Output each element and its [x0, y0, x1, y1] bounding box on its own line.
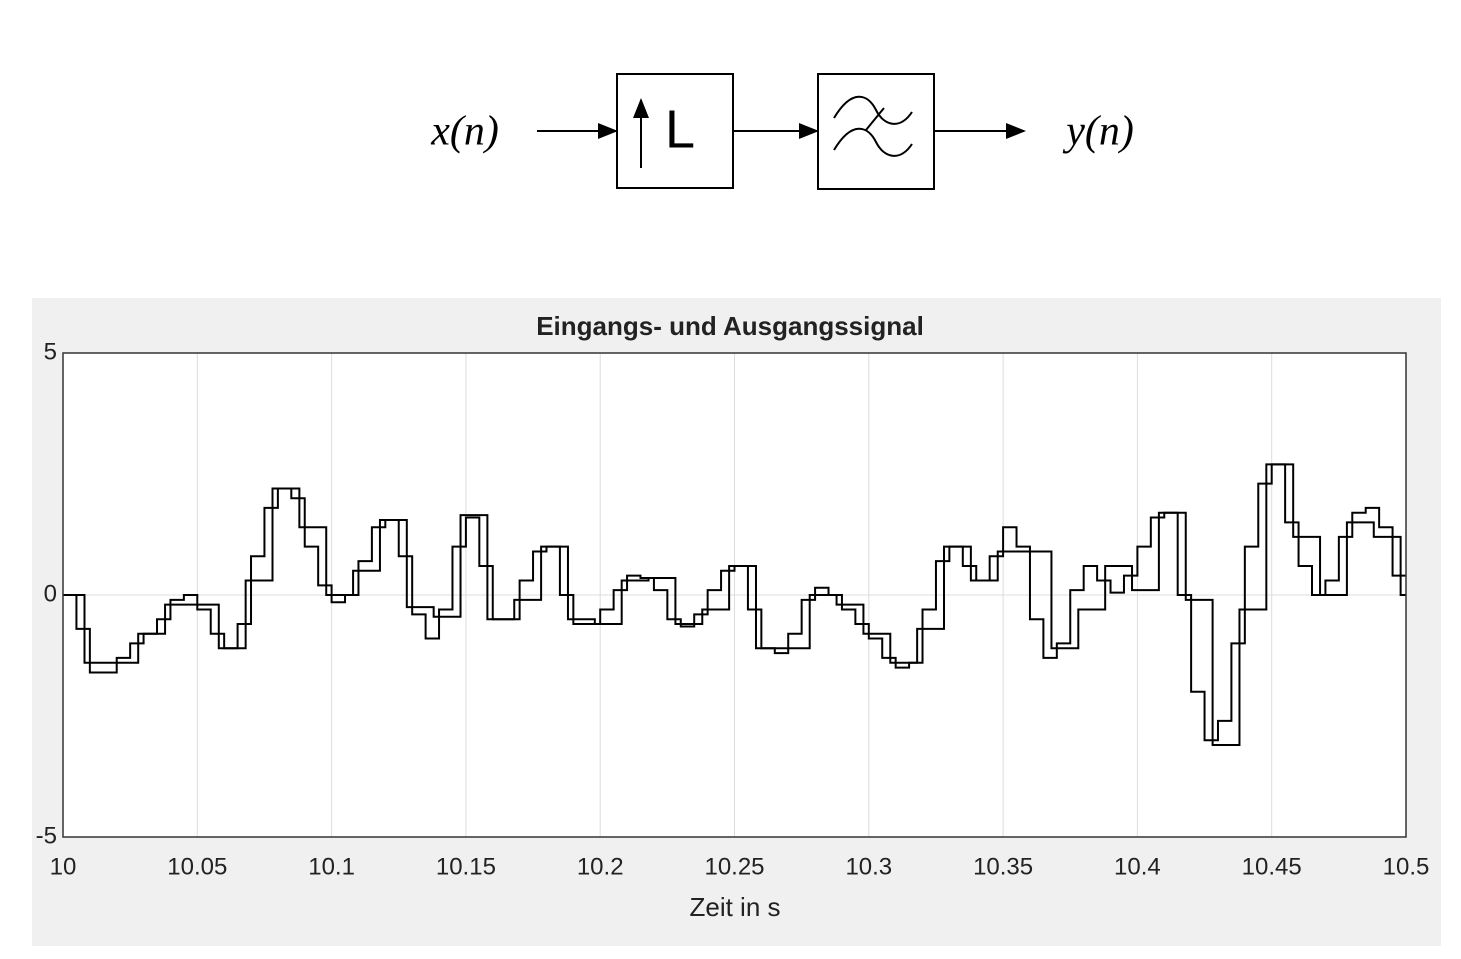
x-tick-label: 10.2 [577, 853, 624, 880]
chart-title: Eingangs- und Ausgangssignal [536, 311, 924, 341]
x-tick-label: 10.3 [845, 853, 892, 880]
x-tick-label: 10 [50, 853, 77, 880]
x-tick-label: 10.4 [1114, 853, 1161, 880]
wave [833, 127, 913, 157]
wave-stroke [865, 107, 885, 131]
x-tick-label: 10.45 [1242, 853, 1302, 880]
x-tick-label: 10.05 [167, 853, 227, 880]
series-group [63, 463, 1406, 747]
upsampler-label: L [665, 99, 695, 159]
x-tick-label: 10.35 [973, 853, 1033, 880]
output-label: y(n) [1062, 109, 1134, 155]
x-tick-label: 10.5 [1383, 853, 1430, 880]
signal-line [63, 463, 1406, 742]
filter-block [817, 73, 935, 190]
x-tick-label: 10.25 [704, 853, 764, 880]
wave [833, 95, 913, 125]
block-diagram [537, 73, 1026, 190]
axes-box [62, 352, 1407, 838]
y-tick-label: 5 [44, 338, 57, 365]
y-tick-label: 0 [44, 580, 57, 607]
x-tick-label: 10.15 [436, 853, 496, 880]
y-tick-label: -5 [36, 822, 57, 849]
x-tick-label: 10.1 [308, 853, 355, 880]
x-axis-label: Zeit in s [689, 892, 780, 922]
input-label: x(n) [430, 109, 499, 155]
